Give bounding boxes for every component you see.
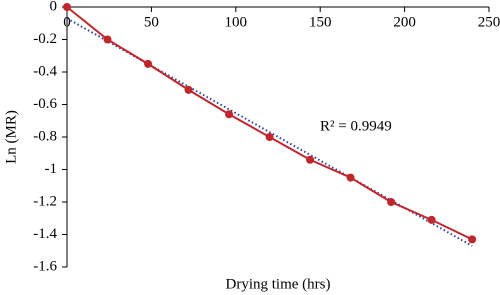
data-point [387,198,396,206]
x-tick-label: 50 [144,14,159,30]
data-point [184,85,193,94]
x-tick-label: 100 [225,14,248,30]
y-tick-label: -1.6 [33,258,57,274]
y-tick-label: -0.6 [33,96,57,112]
y-tick-label: -1.2 [33,193,57,209]
data-point [63,3,71,11]
data-point [225,110,234,119]
data-point [346,173,355,182]
y-tick-label: -1 [45,161,58,177]
x-axis-label: Drying time (hrs) [226,276,331,292]
x-tick-label: 200 [393,14,416,30]
series-line [66,6,473,241]
annotation: R² = 0.9949 [320,118,392,134]
y-tick-label: 0 [50,0,58,14]
y-axis-label: Ln (MR) [3,110,19,164]
data-point [427,215,436,224]
y-tick-label: -0.2 [33,31,57,47]
x-tick-label: 0 [63,14,71,30]
data-point [468,235,477,244]
y-tick-label: -0.8 [33,128,57,144]
data-point [265,133,274,141]
data-point [144,59,153,68]
x-tick-label: 150 [309,14,332,30]
y-tick-label: -1.4 [33,226,57,242]
x-tick-label: 250 [478,14,500,30]
data-point [103,35,112,44]
data-point [306,155,315,164]
y-tick-label: -0.4 [33,63,57,79]
